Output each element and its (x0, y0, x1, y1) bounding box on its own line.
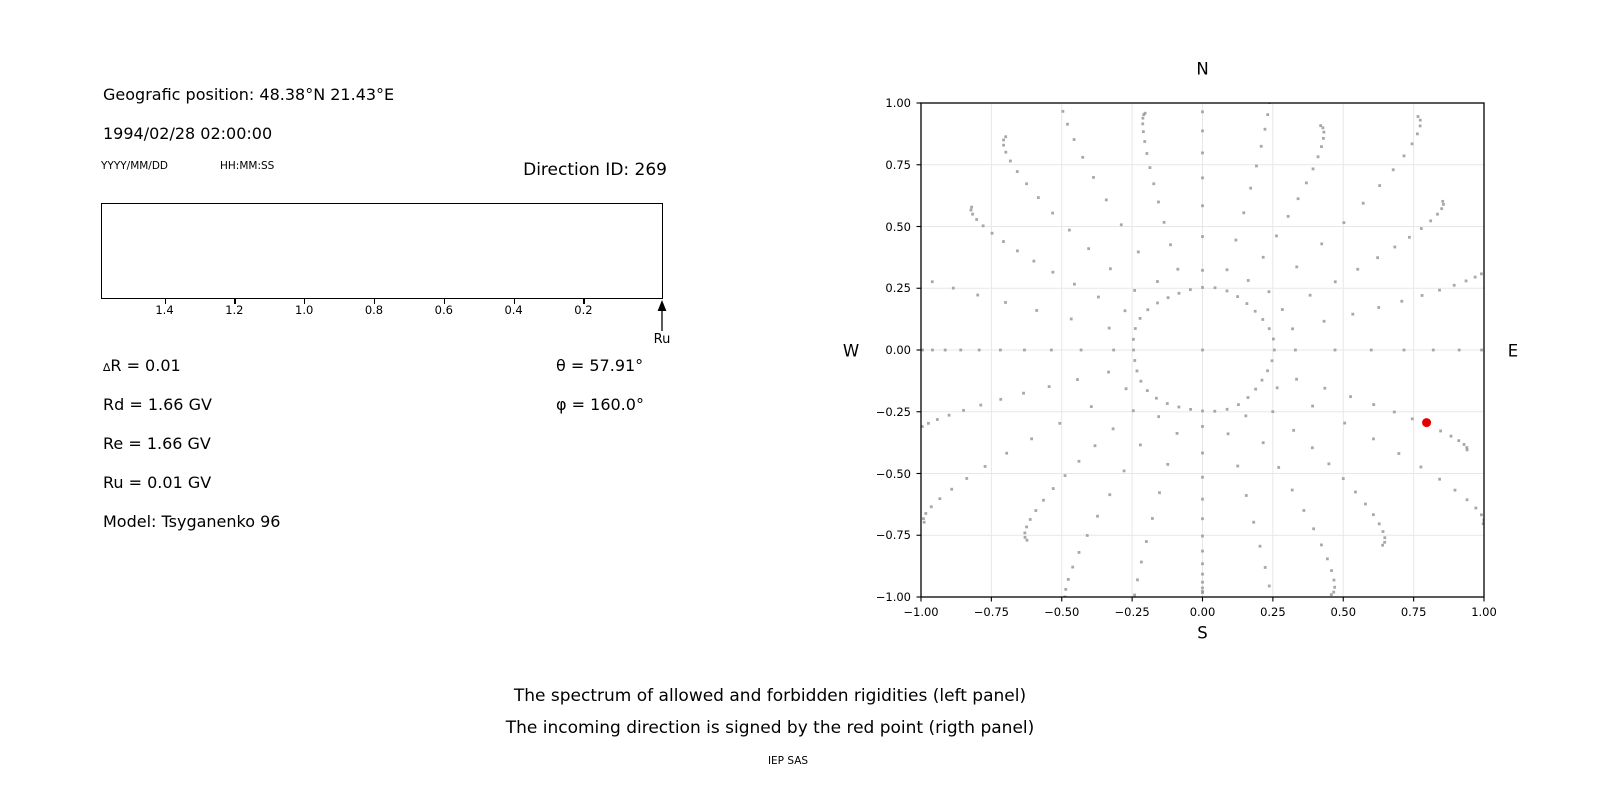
x-tick-label: −0.75 (973, 605, 1009, 619)
spectrum-plot-area (101, 203, 663, 299)
y-tick-label: 0.00 (885, 343, 911, 357)
x-tick-label: 0.75 (1400, 605, 1427, 619)
up-arrow-icon (657, 300, 667, 331)
y-tick-label: −0.75 (875, 528, 911, 543)
x-tick-label: 1.2 (225, 303, 244, 317)
y-tick-label: −0.50 (875, 466, 911, 481)
x-tick-label: 0.25 (1260, 605, 1286, 619)
compass-east-label: E (1507, 341, 1519, 361)
angle-line: θ = 57.91° (556, 356, 644, 375)
x-tick-label: −0.50 (1044, 605, 1080, 619)
x-tick-mark (164, 299, 166, 304)
x-tick-mark (513, 299, 515, 304)
x-tick-label: 1.0 (295, 303, 314, 317)
incoming-direction-red-point (1422, 418, 1432, 428)
geographic-position-label: Geografic position: 48.38°N 21.43°E (103, 85, 395, 104)
x-tick-label: 1.4 (155, 303, 174, 317)
time-format-label: HH:MM:SS (220, 160, 275, 172)
y-tick-label: −1.00 (875, 590, 911, 604)
x-tick-mark (373, 299, 376, 304)
x-tick-mark (443, 299, 445, 304)
x-tick-mark (234, 299, 236, 304)
param-line: ∆R = 0.01 (103, 356, 181, 375)
x-tick-label: 0.4 (504, 303, 523, 317)
x-tick-label: 0.50 (1330, 605, 1357, 619)
x-tick-label: 0.00 (1189, 605, 1216, 619)
caption-line1: The spectrum of allowed and forbidden ri… (513, 686, 1027, 706)
compass-south-label: S (1197, 623, 1208, 643)
x-tick-label: 1.00 (1471, 605, 1497, 619)
y-tick-label: 0.50 (885, 219, 911, 234)
y-tick-label: 0.75 (885, 157, 911, 172)
param-line: Rd = 1.66 GV (103, 395, 212, 414)
y-tick-label: 1.00 (885, 96, 911, 110)
x-tick-label: −0.25 (1114, 605, 1150, 619)
direction-plot-area: N S W E −1.00 −0.75 −0.50 −0.25 0.00 0.25 0.50… (843, 60, 1518, 643)
direction-id-label: Direction ID: 269 (523, 160, 667, 180)
x-tick-mark (583, 299, 585, 304)
direction-scatter (916, 102, 1485, 602)
y-tick-label: −0.25 (875, 404, 911, 419)
ru-arrow-label: Ru (653, 332, 671, 347)
x-tick-label: 0.2 (574, 303, 593, 317)
y-tick-label: 0.25 (885, 281, 911, 296)
param-line: Ru = 0.01 GV (103, 473, 212, 492)
angle-line: φ = 160.0° (556, 395, 644, 414)
param-line: Re = 1.66 GV (103, 434, 211, 453)
param-line: Model: Tsyganenko 96 (103, 512, 281, 531)
date-format-label: YYYY/MM/DD (101, 160, 169, 172)
x-tick-label: 0.8 (364, 303, 384, 317)
x-tick-label: 0.6 (434, 303, 453, 317)
compass-west-label: W (842, 341, 860, 361)
delta-symbol: ∆ (103, 361, 111, 374)
compass-north-label: N (1196, 59, 1209, 79)
caption-line2: The incoming direction is signed by the … (505, 718, 1035, 738)
datetime-label: 1994/02/28 02:00:00 (103, 124, 273, 143)
x-tick-label: −1.00 (903, 605, 939, 619)
x-tick-mark (304, 299, 306, 304)
credit-label: IEP SAS (767, 755, 809, 767)
